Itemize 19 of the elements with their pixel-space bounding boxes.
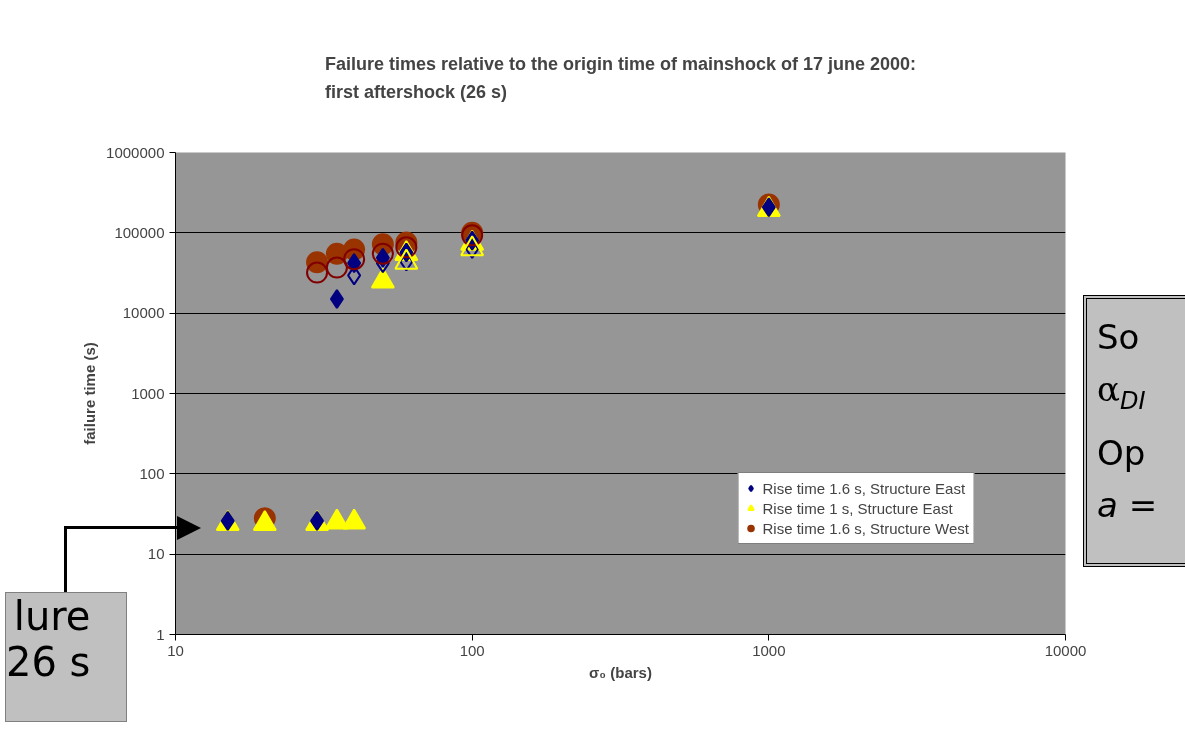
x-tick-label: 100 xyxy=(459,641,485,659)
x-tick-label: 10000 xyxy=(1044,641,1087,659)
legend-label: Rise time 1.6 s, Structure East xyxy=(762,479,966,497)
y-tick-label: 1000000 xyxy=(106,143,165,161)
y-tick-label: 100 xyxy=(139,464,165,482)
legend-label: Rise time 1.6 s, Structure West xyxy=(762,519,969,537)
chart-title: Failure times relative to the origin time of mainshock of 17 june 2000: first aftershock (26 s) xyxy=(324,53,917,102)
y-tick-label: 10000 xyxy=(122,304,165,322)
y-tick-label: 100000 xyxy=(114,223,165,241)
y-tick-label: 1 xyxy=(156,625,165,643)
y-axis-title: failure time (s) xyxy=(81,342,99,445)
text: So α$_{DI}$ Op a = xyxy=(1097,317,1158,525)
y-tick-label: 10 xyxy=(147,545,165,563)
text: lure 26 s xyxy=(6,593,92,685)
x-tick-label: 1000 xyxy=(752,641,786,659)
y-tick-label: 1000 xyxy=(131,384,165,402)
legend-label: Rise time 1 s, Structure East xyxy=(762,499,953,517)
x-axis-title: σ₀ (bars) xyxy=(589,663,652,681)
x-tick-label: 10 xyxy=(167,641,184,659)
